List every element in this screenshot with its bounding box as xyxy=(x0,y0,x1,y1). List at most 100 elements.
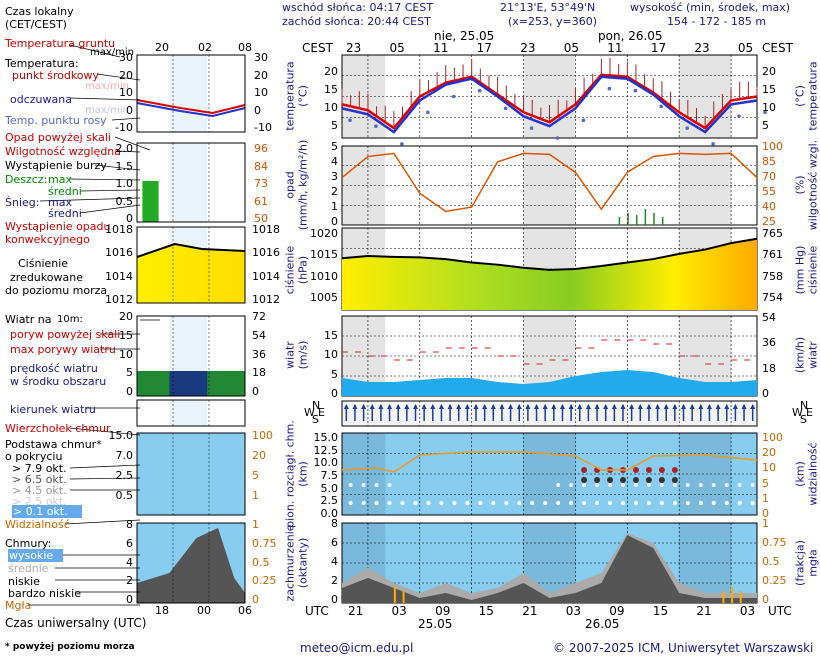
cloud-base-dot xyxy=(659,483,664,487)
legend-snow-max: max xyxy=(48,196,72,209)
wind-arrow-head xyxy=(568,404,574,409)
cloud-base-dot xyxy=(413,501,418,505)
wind-arrow-head xyxy=(343,404,349,409)
cloud-base-dot xyxy=(672,483,677,487)
legend-pressure-line xyxy=(136,242,246,258)
top-hour-label: 23 xyxy=(346,41,362,55)
wind-arrow-head xyxy=(698,404,704,409)
cloud-base-dot xyxy=(646,501,651,505)
legend-wind-title: Wiatr na xyxy=(5,313,52,326)
legend-hum-tick: 50 xyxy=(254,212,268,225)
dew-point-dot xyxy=(607,86,612,91)
legend-oct-5: > 0.1 okt. xyxy=(12,505,82,518)
legend-max-gust: max porywy wiatru xyxy=(10,343,116,356)
cloud-base-dot xyxy=(658,477,665,483)
cloud-base-dot xyxy=(491,501,496,505)
legend-panels xyxy=(136,54,246,604)
vis-axis-unit: (km) xyxy=(793,461,807,487)
dew-point-dot xyxy=(633,88,638,93)
wind-arrow-head xyxy=(387,404,393,409)
wind-arrow-head xyxy=(629,404,635,409)
vis-tick: 1 xyxy=(762,491,769,505)
legend-kmh-tick: 54 xyxy=(252,328,266,342)
humidity-axis-unit: (%) xyxy=(793,175,807,195)
legend-kmh-tick: 72 xyxy=(252,310,266,323)
wind-arrow-head xyxy=(585,404,591,409)
legend-cloud-base: Podstawa chmur* xyxy=(5,438,102,451)
rain-bar xyxy=(627,213,629,225)
legend-perceived: odczuwana xyxy=(10,93,72,106)
temp-axis-unit-right: (°C) xyxy=(793,85,807,107)
legend-cover-tick: 6 xyxy=(126,536,133,550)
footer-email[interactable]: meteo@icm.edu.pl xyxy=(300,641,414,655)
cloud-base-dot xyxy=(633,483,638,487)
bottom-date-1: 25.05 xyxy=(418,617,453,631)
cover-tick: 4 xyxy=(331,555,338,568)
wind-dir-w: W xyxy=(304,406,315,419)
pressure-line xyxy=(341,237,758,271)
legend-pres-tick: 1016 xyxy=(105,246,133,260)
footnote: * powyżej poziomu morza xyxy=(5,642,135,652)
legend-ground-maxmin: max/min xyxy=(90,47,135,58)
cloud-base-dot xyxy=(582,483,587,487)
cover-low-area xyxy=(342,535,757,603)
legend-gust-above: poryw powyżej skali xyxy=(10,328,121,341)
legend-conv-precip: Wystąpienie opadu xyxy=(5,220,111,233)
wind-arrow-head xyxy=(447,404,453,409)
legend-oct-3: > 4.5 okt. xyxy=(12,484,67,497)
fog-tick: 0.5 xyxy=(762,555,780,568)
legend-temperature: Temperatura: xyxy=(5,57,79,70)
cloud-base-dot xyxy=(608,483,613,487)
wind-arrow-head xyxy=(473,404,479,409)
legend-rain-area xyxy=(142,181,159,222)
wind-arrow-head xyxy=(611,404,617,409)
cloud-axis-title: pion. rozciągł. chm. xyxy=(283,420,297,528)
legend-night-band xyxy=(169,143,208,222)
cloud-base-dot xyxy=(633,501,638,505)
legend-cloud-tick: 15.0 xyxy=(108,429,134,442)
legend-cloud-top: Wierzchołek chmur xyxy=(5,422,111,435)
cloud-base-dot xyxy=(659,501,664,505)
legend-panel-frame xyxy=(136,522,246,604)
cloud-base-dot xyxy=(750,483,755,487)
legend-cloud-tick: 0.5 xyxy=(115,489,134,502)
legend-maxmin-1: max/min xyxy=(85,81,130,92)
legend-hum-tick: 61 xyxy=(254,194,268,208)
wind-arrow-head xyxy=(732,404,738,409)
humidity-tick: 40 xyxy=(762,200,776,213)
legend-kmh-tick: 36 xyxy=(252,347,266,361)
fog-bar xyxy=(393,587,396,603)
day1-label: nie, 25.05 xyxy=(434,29,495,43)
legend-panel-frame xyxy=(136,432,246,516)
wind-arrow-head xyxy=(741,404,747,409)
fog-axis-title: mgła xyxy=(806,549,820,577)
temp-tick-right: 10 xyxy=(762,101,776,114)
kmh-tick: 54 xyxy=(762,311,776,324)
temp-tick: 5 xyxy=(331,119,338,132)
legend-panel-frame xyxy=(136,226,246,304)
wind-arrow-head xyxy=(637,404,643,409)
dew-point-dot xyxy=(763,110,767,115)
cloud-base-dot xyxy=(672,501,677,505)
legend-temp-tick-right: 30 xyxy=(254,51,268,64)
cloud-base-dot xyxy=(530,501,535,505)
dew-point-dot xyxy=(374,124,378,128)
legend-temp-tick: 30 xyxy=(119,51,133,64)
dew-point-dot xyxy=(581,118,586,123)
vis-tick: 20 xyxy=(762,446,776,460)
cloud-base-dot xyxy=(452,501,457,505)
cloud-base-dot xyxy=(543,501,548,505)
cloud-base-dot xyxy=(387,483,392,487)
cover-axis-unit: (oktanty) xyxy=(296,537,310,589)
fog-bar xyxy=(402,591,405,603)
wind-arrow-head xyxy=(412,404,418,409)
sunrise-text: wschód słońca: 04:17 CEST xyxy=(282,1,434,14)
pressure-tick: 1010 xyxy=(310,269,338,283)
cloud-base-dot xyxy=(582,501,587,505)
bottom-hour-label: 03 xyxy=(565,604,582,618)
legend-wind-speed-2: w środku obszaru xyxy=(10,375,107,388)
mmhg-tick: 761 xyxy=(762,248,783,262)
legend-leader xyxy=(79,189,141,192)
legend-temp-tick: 0 xyxy=(126,103,133,117)
rain-bar xyxy=(635,215,638,225)
